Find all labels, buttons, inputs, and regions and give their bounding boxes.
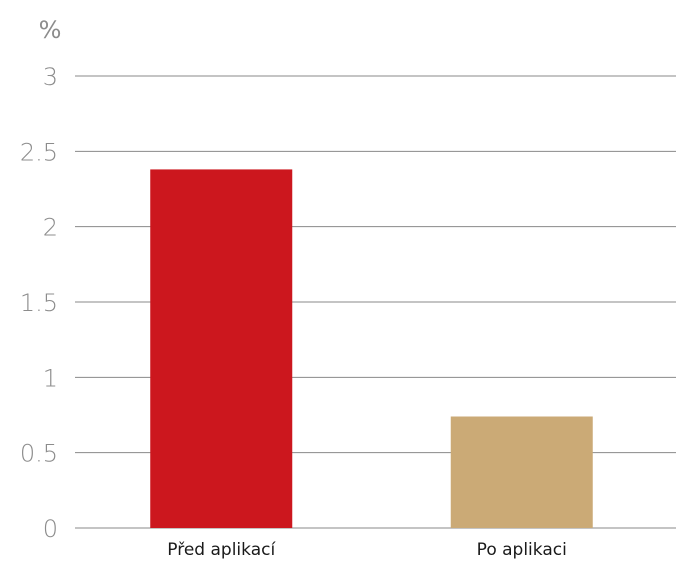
y-axis-unit-label: % <box>39 16 62 44</box>
y-tick-label-4: 2 <box>43 214 58 242</box>
x-axis-category-labels: Před aplikací Po aplikaci <box>167 540 567 560</box>
y-tick-label-1: 0.5 <box>20 440 58 468</box>
y-tick-label-6: 3 <box>43 63 58 91</box>
y-tick-label-0: 0 <box>43 515 58 543</box>
y-tick-label-2: 1 <box>43 364 58 392</box>
bar-0 <box>150 169 293 528</box>
y-axis-tick-labels: 0 0.5 1 1.5 2 2.5 3 <box>20 63 58 543</box>
y-tick-label-3: 1.5 <box>20 289 58 317</box>
y-tick-label-5: 2.5 <box>20 138 58 166</box>
x-category-label-0: Před aplikací <box>167 540 276 560</box>
bars <box>150 169 593 528</box>
bar-1 <box>450 416 593 528</box>
x-category-label-1: Po aplikaci <box>477 540 567 560</box>
